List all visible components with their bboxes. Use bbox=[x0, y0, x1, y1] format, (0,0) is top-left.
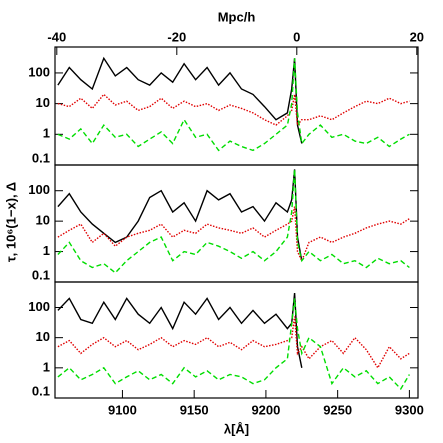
y-tick-label: 100 bbox=[28, 299, 50, 314]
series-line bbox=[57, 293, 303, 368]
x-tick-label: 9100 bbox=[108, 402, 137, 417]
y-tick-label: 100 bbox=[28, 182, 50, 197]
series-line bbox=[57, 169, 303, 261]
y-tick-label: 100 bbox=[28, 64, 50, 79]
y-tick-label: 0.1 bbox=[32, 383, 50, 398]
x2-axis-label: Mpc/h bbox=[218, 9, 256, 24]
y-tick-label: 1 bbox=[43, 126, 50, 141]
panel-frame bbox=[54, 164, 419, 283]
x-tick-label: 9200 bbox=[251, 402, 280, 417]
panel-frame bbox=[54, 46, 419, 166]
y-tick-label: 10 bbox=[36, 95, 50, 110]
y-tick-label: 1 bbox=[43, 243, 50, 258]
series-line bbox=[57, 206, 410, 263]
plot bbox=[57, 293, 411, 391]
series-line bbox=[57, 316, 410, 370]
series-line bbox=[57, 298, 411, 391]
x-tick-label: 9250 bbox=[323, 402, 352, 417]
panel-frame bbox=[54, 281, 419, 399]
series-line bbox=[57, 93, 410, 127]
plot bbox=[57, 56, 410, 152]
x2-tick-label: 20 bbox=[410, 29, 424, 44]
y-tick-label: 1 bbox=[43, 359, 50, 374]
x-tick-label: 9300 bbox=[395, 402, 424, 417]
series-line bbox=[57, 56, 303, 144]
series-line bbox=[57, 58, 410, 152]
y-tick-label: 10 bbox=[36, 213, 50, 228]
y-tick-label: 0.1 bbox=[32, 150, 50, 165]
x2-tick-label: 0 bbox=[293, 29, 300, 44]
plot bbox=[57, 169, 410, 274]
y-axis-label: τ, 10⁶(1−x), Δ bbox=[3, 182, 18, 262]
x2-tick-label: -40 bbox=[47, 29, 66, 44]
y-tick-label: 10 bbox=[36, 329, 50, 344]
x-tick-label: 9150 bbox=[180, 402, 209, 417]
y-tick-label: 0.1 bbox=[32, 267, 50, 282]
x2-tick-label: -20 bbox=[167, 29, 186, 44]
x-axis-label: λ[Å] bbox=[224, 421, 249, 436]
series-line bbox=[57, 169, 410, 274]
